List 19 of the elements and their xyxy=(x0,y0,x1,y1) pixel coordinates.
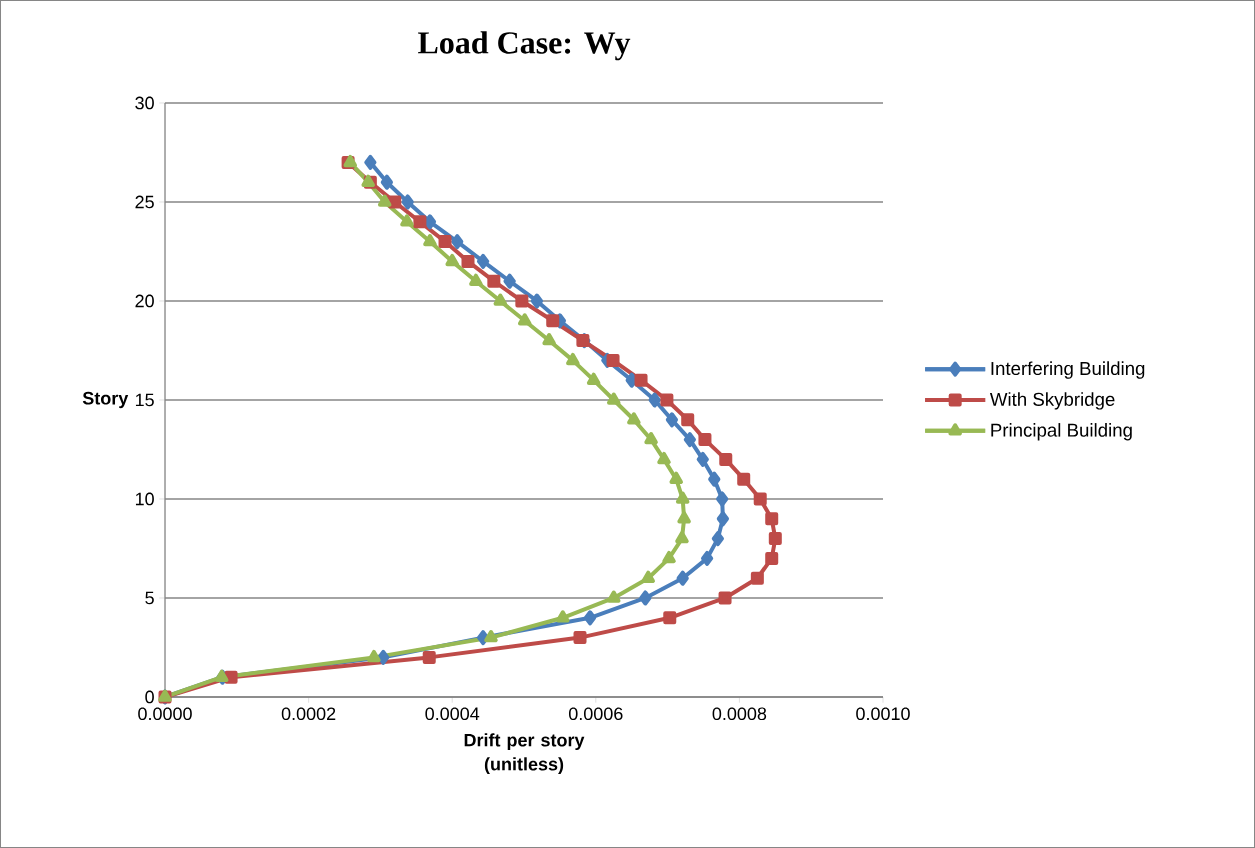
x-tick-label: 0.0002 xyxy=(281,707,336,721)
y-axis-title: Story xyxy=(82,391,129,409)
x-tick-label: 0.0008 xyxy=(712,707,767,721)
x-axis-title: Drift per story (unitless) xyxy=(464,733,585,775)
y-tick-label: 25 xyxy=(135,195,154,209)
x-tick-label: 0.0010 xyxy=(856,707,910,721)
y-tick-label: 15 xyxy=(135,393,154,407)
x-tick-label: 0.0006 xyxy=(568,707,623,721)
y-tick-label: 5 xyxy=(145,591,154,605)
y-tick-label: 30 xyxy=(135,96,154,110)
x-tick-label: 0.0004 xyxy=(425,707,480,721)
y-tick-label: 0 xyxy=(145,690,154,704)
chart-title: Load Case: Wy xyxy=(418,31,631,61)
legend-label: Interfering Building xyxy=(991,361,1145,379)
legend-label: With Skybridge xyxy=(989,392,1115,410)
x-tick-label: 0.0000 xyxy=(138,707,192,721)
y-tick-label: 20 xyxy=(135,294,154,308)
legend-label: Principal Building xyxy=(991,423,1132,441)
y-tick-label: 10 xyxy=(135,492,154,506)
